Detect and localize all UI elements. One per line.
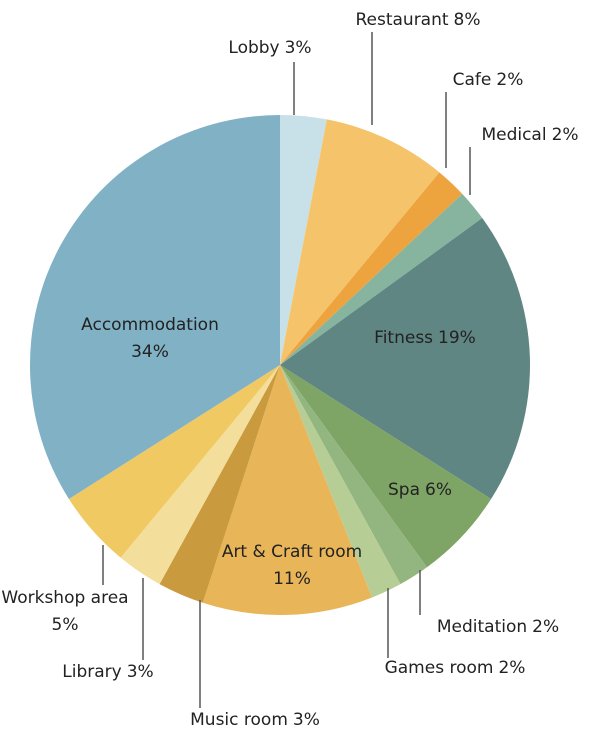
pie-slice — [280, 218, 530, 499]
pie-slice — [202, 365, 373, 615]
value-label: 2% — [496, 70, 523, 90]
pie-slice — [280, 365, 492, 568]
category-label: Medical — [481, 125, 546, 145]
value-label: 6% — [425, 480, 452, 500]
value-label: 19% — [438, 328, 476, 348]
value-label: 3% — [293, 710, 320, 730]
category-label: Cafe — [453, 70, 492, 90]
value-label: 2% — [498, 658, 525, 678]
pie-slice — [280, 172, 463, 365]
slice-label: Medical 2% — [481, 125, 578, 145]
pie-slice — [280, 193, 483, 365]
value-label: 8% — [454, 10, 481, 30]
category-label: Restaurant — [355, 10, 448, 30]
category-label: Fitness — [374, 328, 433, 348]
value-label: 34% — [131, 342, 169, 362]
value-label: 2% — [552, 125, 579, 145]
slice-label: Library 3% — [62, 662, 153, 682]
slice-label: Cafe 2% — [453, 70, 524, 90]
category-label: Accommodation — [81, 315, 219, 335]
slice-label: Restaurant 8% — [355, 10, 480, 30]
pie-slice — [280, 365, 401, 598]
slice-label: Fitness 19% — [374, 328, 476, 348]
pie-slice — [280, 115, 327, 365]
slice-label: Spa 6% — [388, 480, 452, 500]
value-label: 3% — [127, 662, 154, 682]
pie-slice — [30, 115, 280, 499]
slice-label: Art & Craft room 11% — [222, 542, 362, 589]
value-label: 5% — [52, 615, 79, 635]
pie-slice — [159, 365, 280, 603]
value-label: 11% — [273, 569, 311, 589]
slice-label: Meditation 2% — [437, 617, 559, 637]
value-label: 3% — [285, 38, 312, 58]
value-label: 2% — [532, 617, 559, 637]
category-label: Lobby — [228, 38, 279, 58]
category-label: Music room — [190, 710, 288, 730]
category-label: Meditation — [437, 617, 527, 637]
category-label: Library — [62, 662, 121, 682]
slice-label: Accommodation 34% — [81, 315, 219, 362]
pie-slice — [120, 365, 280, 585]
slice-label: Workshop area 5% — [1, 588, 128, 635]
pie-slice — [280, 119, 440, 365]
slice-label: Lobby 3% — [228, 38, 311, 58]
slice-label: Games room 2% — [385, 658, 526, 678]
pie-slice — [68, 365, 280, 558]
category-label: Games room — [385, 658, 494, 678]
slice-label: Music room 3% — [190, 710, 320, 730]
category-label: Workshop area — [1, 588, 128, 608]
pie-slice — [280, 365, 427, 585]
category-label: Spa — [388, 480, 420, 500]
category-label: Art & Craft room — [222, 542, 362, 562]
